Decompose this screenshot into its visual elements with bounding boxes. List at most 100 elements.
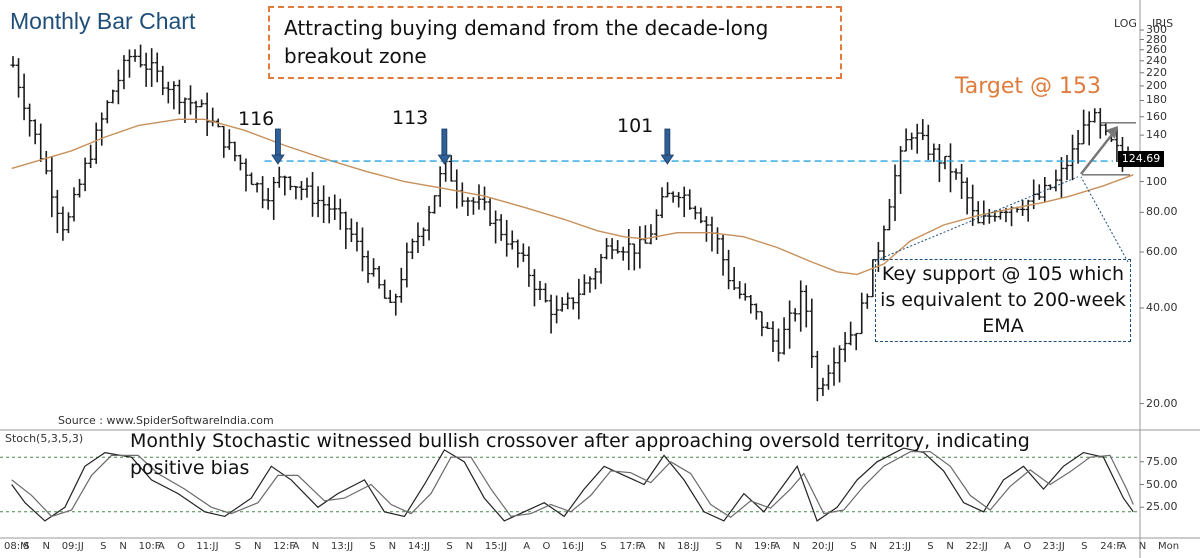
price-bar (925, 124, 931, 161)
price-bar (531, 269, 537, 307)
y-tick-label: 160 (1146, 109, 1167, 123)
price-bar (476, 184, 482, 210)
x-tick-label: 18:J (677, 541, 697, 552)
x-tick-label: S (1081, 541, 1088, 552)
x-tick-label: A (638, 541, 646, 552)
price-bar (909, 132, 915, 150)
price-bar (310, 172, 316, 217)
price-bar (653, 209, 659, 240)
price-bar (837, 345, 843, 383)
price-bar (315, 186, 321, 218)
price-bar (903, 128, 909, 152)
price-bar (54, 189, 60, 234)
price-bar (260, 176, 266, 209)
price-bar (432, 195, 438, 214)
price-bar (459, 182, 465, 207)
price-bar (199, 99, 205, 108)
price-bar (864, 293, 870, 309)
price-bar (1025, 199, 1031, 222)
y-tick-label: 60.00 (1146, 245, 1178, 259)
price-bar (376, 265, 382, 289)
y-tick-label: 300 (1146, 23, 1167, 36)
y-tick-label: 20.00 (1146, 396, 1178, 410)
x-tick-label: J (831, 541, 834, 552)
x-tick-label: N (734, 541, 743, 552)
arrow-layer (271, 126, 1118, 175)
price-bar (420, 227, 426, 247)
price-bar (1075, 130, 1081, 164)
price-bar (803, 285, 809, 328)
x-tick-label: A (523, 541, 531, 552)
x-tick-label: S (927, 541, 934, 552)
source-text: Source : www.SpiderSoftwareIndia.com (58, 414, 274, 427)
price-bar (825, 364, 831, 390)
support-callout: Key support @ 105 which is equivalent to… (875, 259, 1131, 342)
last-price-box: 124.69 (1118, 151, 1164, 167)
price-bar (631, 243, 637, 271)
price-bar (698, 207, 704, 224)
y-tick-label: 220 (1146, 65, 1167, 79)
price-bar (986, 208, 992, 224)
price-bar (970, 184, 976, 226)
price-bar (271, 177, 277, 220)
price-bar (615, 240, 621, 254)
stochastic-panel (0, 447, 1140, 522)
price-bar (975, 201, 981, 224)
y-tick-label: 260 (1146, 42, 1167, 56)
x-tick-label: 19:F (754, 541, 776, 552)
stochastic-label: Stoch(5,3,5,3) (5, 432, 84, 445)
price-bar (1086, 111, 1092, 146)
price-bar (171, 81, 177, 110)
price-bar (382, 279, 388, 299)
price-bar (249, 172, 255, 186)
price-bar (210, 107, 216, 127)
x-tick-label: 08:M (4, 541, 29, 552)
price-bar (237, 154, 243, 171)
price-bar (1070, 134, 1076, 181)
price-bar (515, 239, 521, 268)
price-bar (731, 267, 737, 291)
x-tick-label: 09:J (61, 541, 81, 552)
price-bar (1053, 169, 1059, 192)
price-bar (387, 289, 393, 303)
price-bar (676, 192, 682, 208)
x-tick-label: 12:F (273, 541, 296, 552)
price-bar (60, 206, 66, 241)
price-bar (742, 283, 748, 301)
x-tick-label: S (369, 541, 376, 552)
x-tick-label: 15:J (484, 541, 504, 552)
price-bar (154, 52, 160, 83)
x-tick-label: N (311, 541, 320, 552)
price-bar (604, 238, 610, 260)
x-tick-label: O (1023, 541, 1032, 552)
price-bar (104, 100, 110, 124)
stoch-tick-label: 75.00 (1146, 454, 1178, 468)
x-tick-label: 22:J (965, 541, 985, 552)
y-tick-label: 180 (1146, 93, 1167, 107)
x-tick-label: N (946, 541, 954, 552)
peak-arrow-head (660, 154, 675, 165)
price-bar (160, 65, 166, 96)
chart-title: Monthly Bar Chart (10, 8, 196, 34)
price-bar (609, 238, 615, 260)
price-bar (820, 377, 826, 397)
price-bar (670, 191, 676, 203)
x-tick-label: S (446, 541, 453, 552)
price-bar (359, 227, 365, 272)
price-bar (393, 293, 399, 316)
price-bar (404, 242, 410, 288)
price-bar (321, 185, 327, 224)
price-bar (143, 52, 149, 87)
price-bar (720, 234, 726, 276)
x-tick-label: 17:F (619, 541, 642, 552)
iris-label: IRIS (1152, 17, 1174, 30)
price-bar (204, 92, 210, 137)
x-tick-label: J (1061, 541, 1065, 552)
price-bar (371, 258, 377, 277)
ema-line-layer (11, 118, 1134, 276)
price-bar (592, 267, 598, 290)
price-bar (49, 156, 55, 218)
price-bar (21, 73, 27, 121)
price-bar (1064, 154, 1070, 181)
